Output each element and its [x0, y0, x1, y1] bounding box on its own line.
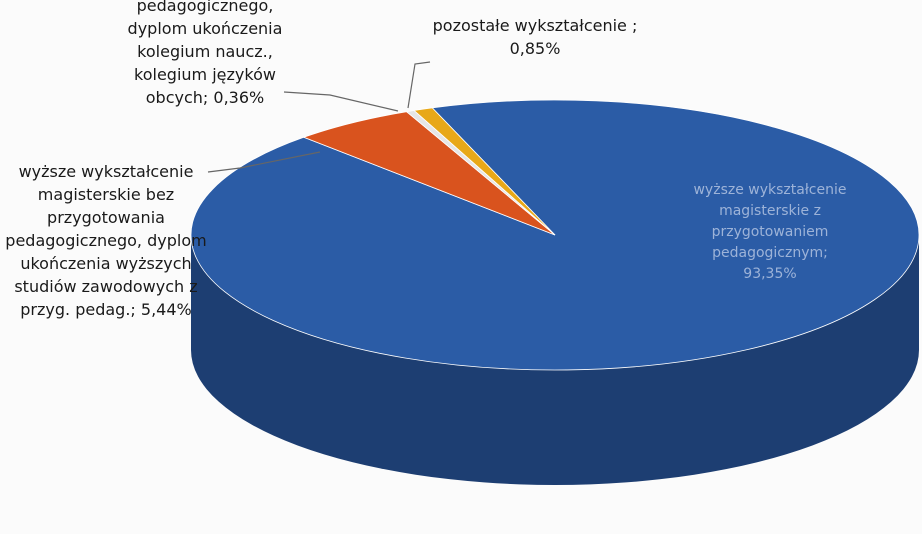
value-label: 0,85% — [509, 39, 561, 58]
leader-line — [283, 91, 399, 112]
slice-label: wyższe wykształcenie magisterskie bez pr… — [2, 160, 210, 321]
value-label: 0,36% — [213, 88, 265, 107]
pie-side — [191, 235, 919, 485]
slice-label: pozostałe wykształcenie ; 0,85% — [420, 14, 650, 60]
pie-slice — [413, 107, 556, 236]
leader-lines — [207, 61, 431, 173]
slice-label: wyższe wykształcenie magisterskie z przy… — [660, 180, 880, 285]
leader-line — [207, 151, 321, 173]
category-label: wyższe wykształcenie magisterskie bez pr… — [5, 162, 207, 319]
value-label: 5,44% — [140, 300, 192, 319]
value-label: 93,35% — [743, 266, 797, 282]
category-label: pozostałe wykształcenie ; — [432, 16, 638, 35]
leader-line — [407, 61, 431, 109]
slice-label: pedagogicznego, dyplom ukończenia kolegi… — [110, 0, 300, 109]
pie — [190, 99, 920, 485]
category-label: wyższe wykształcenie magisterskie z przy… — [693, 182, 847, 261]
category-label: pedagogicznego, dyplom ukończenia kolegi… — [127, 0, 283, 107]
